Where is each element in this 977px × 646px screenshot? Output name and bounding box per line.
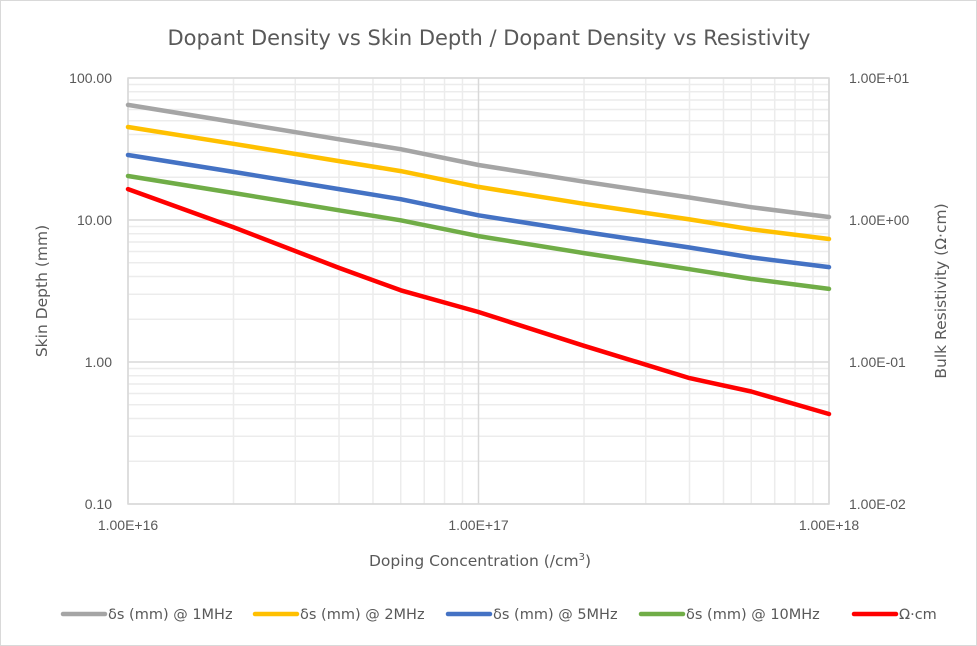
legend: δs (mm) @ 1MHz δs (mm) @ 2MHz δs (mm) @ 5M… xyxy=(60,607,937,623)
legend-label: δs (mm) @ 5MHz xyxy=(493,607,618,623)
y-tick-label: 100.00 xyxy=(69,70,112,86)
legend-item-2[interactable]: δs (mm) @ 5MHz xyxy=(445,607,618,623)
series-line-4 xyxy=(125,186,832,417)
y2-axis-title: Bulk Resistivity (Ω·cm) xyxy=(932,203,950,378)
x-tick-label: 1.00E+16 xyxy=(98,517,159,533)
legend-item-3[interactable]: δs (mm) @ 10MHz xyxy=(638,607,820,623)
legend-item-4[interactable]: Ω·cm xyxy=(851,607,937,623)
series-line-3 xyxy=(125,173,832,292)
y2-tick-label: 1.00E+01 xyxy=(849,70,910,86)
series-line-1 xyxy=(125,124,832,242)
legend-label: δs (mm) @ 1MHz xyxy=(108,607,233,623)
x-tick-label: 1.00E+17 xyxy=(448,517,509,533)
y2-tick-label: 1.00E-01 xyxy=(849,354,906,370)
x-tick-label: 1.00E+18 xyxy=(799,517,860,533)
legend-label: Ω·cm xyxy=(899,607,937,623)
y-axis-title: Skin Depth (mm) xyxy=(33,225,51,357)
legend-label: δs (mm) @ 2MHz xyxy=(300,607,425,623)
legend-item-0[interactable]: δs (mm) @ 1MHz xyxy=(60,607,233,623)
y-tick-label: 0.10 xyxy=(85,496,112,512)
legend-label: δs (mm) @ 10MHz xyxy=(686,607,820,623)
chart-title: Dopant Density vs Skin Depth / Dopant De… xyxy=(168,26,811,50)
series-group xyxy=(125,102,832,417)
y-tick-label: 10.00 xyxy=(77,212,112,228)
y2-tick-label: 1.00E-02 xyxy=(849,496,906,512)
series-line-0 xyxy=(125,102,832,220)
x-axis-title: Doping Concentration (/cm3) xyxy=(369,552,591,570)
legend-item-1[interactable]: δs (mm) @ 2MHz xyxy=(252,607,425,623)
y2-tick-label: 1.00E+00 xyxy=(849,212,910,228)
tick-labels: 1.00E+16 1.00E+17 1.00E+18 100.00 10.00 1.00 0… xyxy=(69,70,909,533)
y-tick-label: 1.00 xyxy=(85,354,112,370)
series-line-2 xyxy=(125,152,832,270)
